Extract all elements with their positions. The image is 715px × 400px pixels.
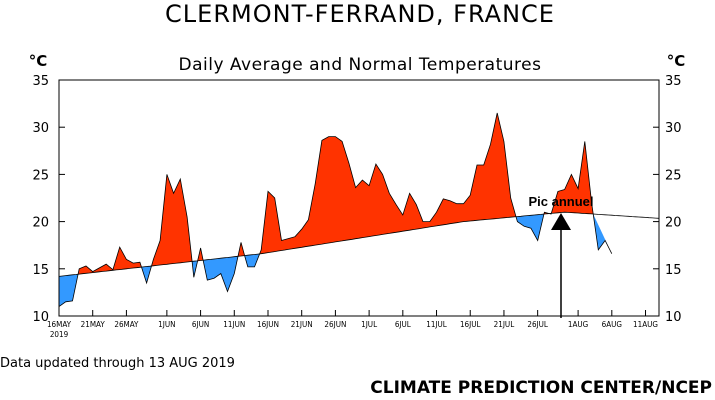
x-tick-label: 1AUG (568, 320, 588, 329)
x-tick-label: 6JUN (192, 320, 209, 329)
x-tick-label: 21MAY (81, 320, 106, 329)
annotation-group: Pic annuel (528, 194, 594, 318)
x-tick-label: 26JUL (527, 320, 548, 329)
above-normal-area (259, 113, 516, 254)
y-tick-label-left: 30 (32, 121, 49, 136)
y-tick-label-right: 25 (665, 168, 682, 183)
x-tick-label: 6AUG (602, 320, 622, 329)
below-normal-area (141, 266, 152, 283)
x-tick-label: 6JUL (395, 320, 411, 329)
above-normal-area (238, 242, 245, 257)
y-tick-label-right: 20 (665, 216, 682, 231)
y-tick-label-right: 35 (665, 74, 682, 89)
y-axis-unit-left: °C (29, 52, 48, 70)
x-tick-label: 21JUN (291, 320, 313, 329)
x-tick-label: 26JUN (324, 320, 346, 329)
x-tick-label: 1JUL (361, 320, 377, 329)
temperature-lines (58, 112, 660, 307)
above-normal-area (551, 141, 594, 214)
x-tick-label: 11AUG (633, 320, 658, 329)
x-tick-label: 16JUL (460, 320, 481, 329)
x-tick-label: 16JUN (257, 320, 279, 329)
chart-subtitle: Daily Average and Normal Temperatures (179, 55, 542, 75)
x-tick-label: 16MAY (47, 320, 72, 329)
y-tick-label-right: 30 (665, 121, 682, 136)
y-tick-label-left: 35 (32, 74, 49, 89)
chart-axes: 10 10 15 15 20 20 25 25 30 30 35 35 16MAY 21MAY 26MAY 1… (32, 74, 681, 339)
above-normal-area (78, 247, 142, 275)
x-tick-label: 11JUL (426, 320, 447, 329)
chart-location-title: CLERMONT-FERRAND, FRANCE (165, 0, 555, 28)
x-tick-label: 1JUN (158, 320, 175, 329)
y-tick-label-left: 25 (32, 168, 49, 183)
y-tick-label-left: 20 (32, 216, 49, 231)
x-tick-label: 21JUL (494, 320, 515, 329)
y-axis-unit-right: °C (667, 52, 686, 70)
annotation-arrow-head (551, 213, 571, 230)
y-tick-label-left: 10 (32, 310, 49, 325)
below-normal-area (203, 256, 238, 292)
annotation-label: Pic annuel (528, 194, 593, 209)
daily-average-line (58, 112, 613, 307)
below-normal-area (59, 274, 79, 307)
x-tick-year-label: 2019 (50, 330, 69, 339)
above-normal-area (151, 174, 193, 266)
temperature-anomaly-fills (59, 113, 612, 307)
x-tick-label: 11JUN (223, 320, 245, 329)
below-normal-area (516, 214, 544, 241)
y-tick-label-right: 10 (665, 310, 682, 325)
normal-temperature-line (58, 211, 660, 277)
y-tick-label-left: 15 (32, 263, 49, 278)
plot-frame (58, 79, 660, 317)
above-normal-area (197, 248, 204, 261)
below-normal-area (244, 253, 260, 267)
credit-label: CLIMATE PREDICTION CENTER/NCEP (370, 378, 712, 398)
below-normal-area (593, 214, 612, 254)
data-updated-note: Data updated through 13 AUG 2019 (0, 356, 235, 371)
x-tick-label: 26MAY (114, 320, 139, 329)
y-tick-label-right: 15 (665, 263, 682, 278)
